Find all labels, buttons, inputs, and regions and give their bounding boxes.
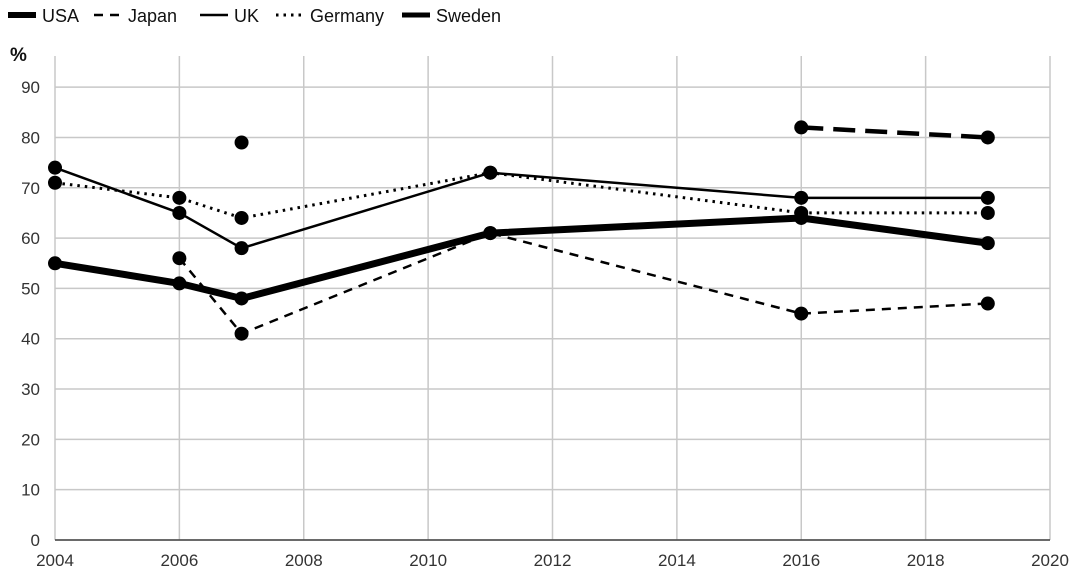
point-germany-2006 (172, 190, 187, 205)
point-germany-2007 (234, 210, 249, 225)
point-germany-2019 (980, 205, 995, 220)
point-germany-2011 (483, 165, 498, 180)
y-tick-label-90: 90 (21, 78, 40, 97)
x-tick-label-2012: 2012 (534, 551, 572, 570)
point-uk-2019 (980, 190, 995, 205)
y-axis-unit-label: % (10, 45, 27, 66)
point-uk-2016 (794, 190, 809, 205)
point-japan-2016 (794, 306, 809, 321)
legend: USA Japan UK Germany Sweden (8, 6, 501, 26)
point-japan-2019 (980, 296, 995, 311)
y-tick-label-10: 10 (21, 481, 40, 500)
point-uk-2004 (48, 160, 62, 175)
point-japan-2007 (234, 326, 249, 341)
series-japan (172, 226, 995, 341)
point-sweden-2019 (980, 130, 995, 145)
series-line-japan (178, 231, 988, 335)
legend-label-usa: USA (42, 6, 79, 26)
legend-label-germany: Germany (310, 6, 384, 26)
legend-label-japan: Japan (128, 6, 177, 26)
point-uk-2006 (172, 205, 187, 220)
x-tick-label-2004: 2004 (36, 551, 74, 570)
point-sweden-2016 (794, 120, 809, 135)
legend-item-germany: Germany (276, 6, 384, 26)
series-line-sweden-1 (801, 125, 988, 140)
point-usa-2004 (48, 256, 62, 271)
x-tick-label-2014: 2014 (658, 551, 696, 570)
point-usa-2019 (980, 236, 995, 251)
x-tick-label-2016: 2016 (782, 551, 820, 570)
series-uk (48, 160, 995, 256)
y-tick-label-50: 50 (21, 279, 40, 298)
x-tick-label-2020: 2020 (1031, 551, 1069, 570)
y-tick-label-60: 60 (21, 229, 40, 248)
legend-item-uk: UK (200, 6, 259, 26)
point-usa-2007 (234, 291, 249, 306)
x-tick-label-2006: 2006 (160, 551, 198, 570)
axes: 2004 2006 2008 2010 2012 2014 2016 2018 2020 0 10 2… (21, 78, 1069, 570)
series-usa (48, 210, 995, 306)
legend-label-uk: UK (234, 6, 259, 26)
point-germany-2004 (48, 175, 62, 190)
point-germany-2016 (794, 205, 809, 220)
legend-item-usa: USA (8, 6, 79, 26)
point-sweden-2007 (234, 135, 249, 150)
y-tick-label-80: 80 (21, 128, 40, 147)
legend-item-japan: Japan (94, 6, 177, 26)
series-germany (48, 165, 995, 225)
legend-item-sweden: Sweden (402, 6, 501, 26)
y-tick-label-40: 40 (21, 330, 40, 349)
y-tick-label-0: 0 (31, 531, 40, 550)
y-tick-label-70: 70 (21, 179, 40, 198)
series-lines (48, 120, 995, 341)
series-line-germany (54, 171, 988, 220)
point-japan-2006 (172, 251, 187, 266)
legend-label-sweden: Sweden (436, 6, 501, 26)
y-tick-label-20: 20 (21, 430, 40, 449)
series-line-usa (51, 214, 992, 302)
y-tick-label-30: 30 (21, 380, 40, 399)
series-line-uk (53, 166, 990, 250)
x-tick-label-2010: 2010 (409, 551, 447, 570)
point-usa-2006 (172, 276, 187, 291)
point-japan-2011 (483, 226, 498, 241)
x-tick-label-2018: 2018 (907, 551, 945, 570)
grid (54, 56, 1051, 541)
series-sweden (234, 120, 995, 150)
x-tick-label-2008: 2008 (285, 551, 323, 570)
point-uk-2007 (234, 241, 249, 256)
